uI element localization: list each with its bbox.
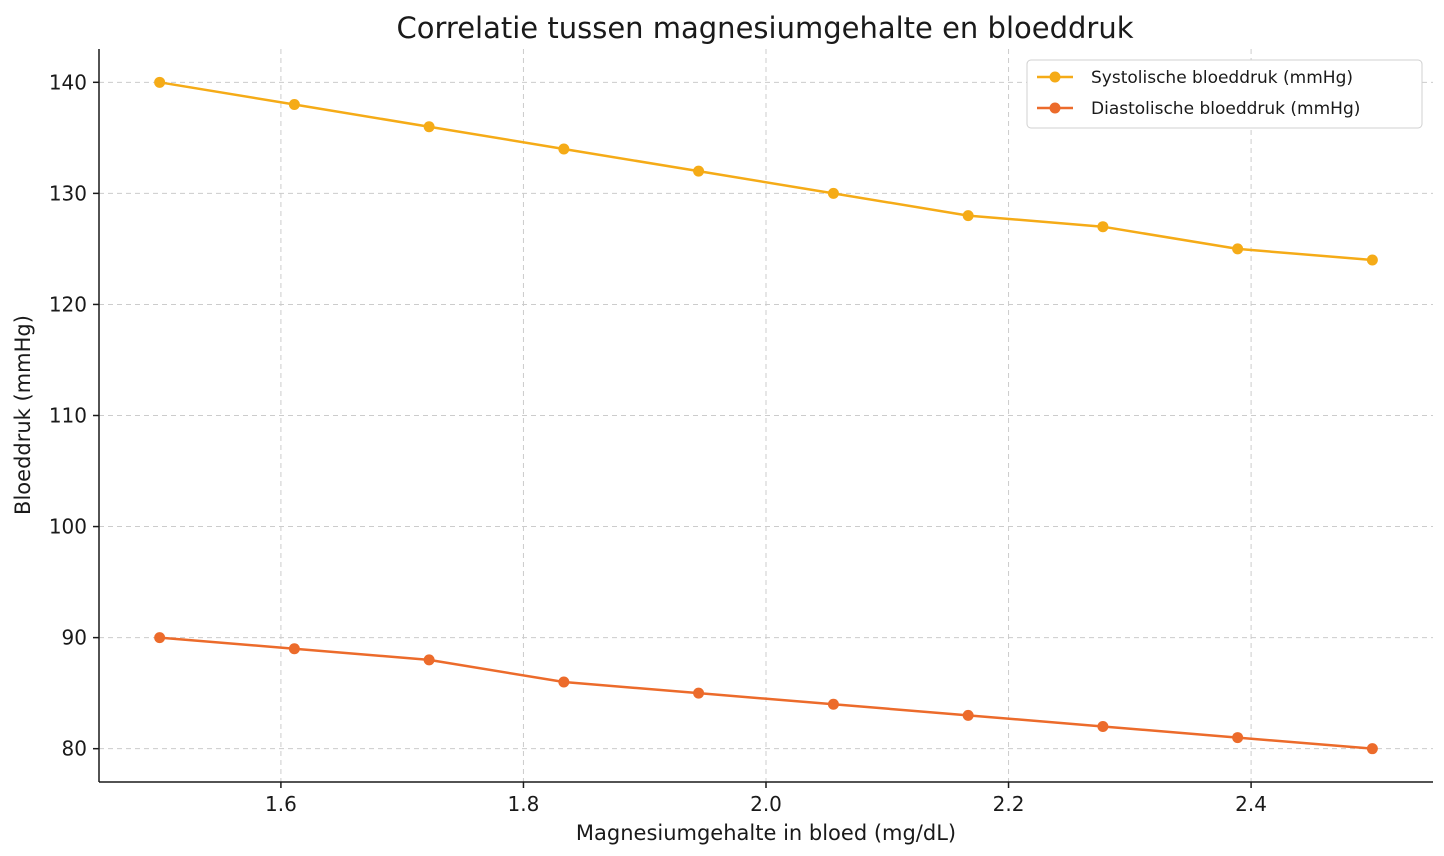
data-point-systolic bbox=[558, 143, 570, 155]
y-axis-label: Bloeddruk (mmHg) bbox=[11, 315, 35, 515]
y-tick-label: 140 bbox=[49, 70, 87, 94]
y-tick-label: 80 bbox=[62, 737, 87, 761]
axis-ticks: 1.6 1.8 2.0 2.2 2.4 80 90 100 110 120 130 140 bbox=[49, 70, 1267, 816]
data-point-systolic bbox=[827, 187, 839, 199]
series-layer bbox=[154, 76, 1378, 755]
data-point-diastolic bbox=[423, 654, 435, 666]
data-point-systolic bbox=[154, 76, 166, 88]
data-point-systolic bbox=[693, 165, 705, 177]
x-tick-label: 2.2 bbox=[993, 792, 1025, 816]
x-tick-label: 2.4 bbox=[1235, 792, 1267, 816]
legend-swatch-marker-systolic bbox=[1049, 71, 1061, 83]
data-point-systolic bbox=[423, 121, 435, 133]
y-tick-label: 100 bbox=[49, 515, 87, 539]
series-line-systolic bbox=[159, 81, 1373, 262]
y-tick-label: 130 bbox=[49, 181, 87, 205]
data-point-diastolic bbox=[558, 676, 570, 688]
legend: Systolische bloeddruk (mmHg) Diastolische… bbox=[1026, 59, 1423, 129]
legend-box bbox=[1026, 59, 1423, 129]
legend-label-systolic: Systolische bloeddruk (mmHg) bbox=[1091, 68, 1353, 88]
y-tick-label: 110 bbox=[49, 404, 87, 428]
data-point-diastolic bbox=[1097, 720, 1109, 732]
grid bbox=[99, 49, 1433, 782]
x-tick-label: 1.8 bbox=[508, 792, 540, 816]
x-axis-label: Magnesiumgehalte in bloed (mg/dL) bbox=[576, 821, 956, 845]
data-point-diastolic bbox=[1366, 743, 1378, 755]
legend-label-diastolic: Diastolische bloeddruk (mmHg) bbox=[1091, 99, 1360, 119]
y-tick-label: 90 bbox=[62, 626, 87, 650]
data-point-systolic bbox=[1232, 243, 1244, 255]
data-point-diastolic bbox=[288, 643, 300, 655]
data-point-diastolic bbox=[1232, 732, 1244, 744]
chart-title: Correlatie tussen magnesiumgehalte en bl… bbox=[397, 11, 1134, 45]
y-tick-label: 120 bbox=[49, 292, 87, 316]
data-point-diastolic bbox=[693, 687, 705, 699]
series-line-diastolic bbox=[159, 636, 1373, 750]
legend-swatch-marker-diastolic bbox=[1049, 102, 1061, 114]
data-point-diastolic bbox=[827, 698, 839, 710]
series-diastolic bbox=[154, 632, 1378, 755]
series-systolic bbox=[154, 76, 1378, 266]
x-tick-label: 1.6 bbox=[265, 792, 297, 816]
data-point-diastolic bbox=[962, 709, 974, 721]
data-point-systolic bbox=[1366, 254, 1378, 266]
data-point-diastolic bbox=[154, 632, 166, 644]
data-point-systolic bbox=[1097, 221, 1109, 233]
data-point-systolic bbox=[288, 99, 300, 111]
x-tick-label: 2.0 bbox=[750, 792, 782, 816]
data-point-systolic bbox=[962, 210, 974, 222]
